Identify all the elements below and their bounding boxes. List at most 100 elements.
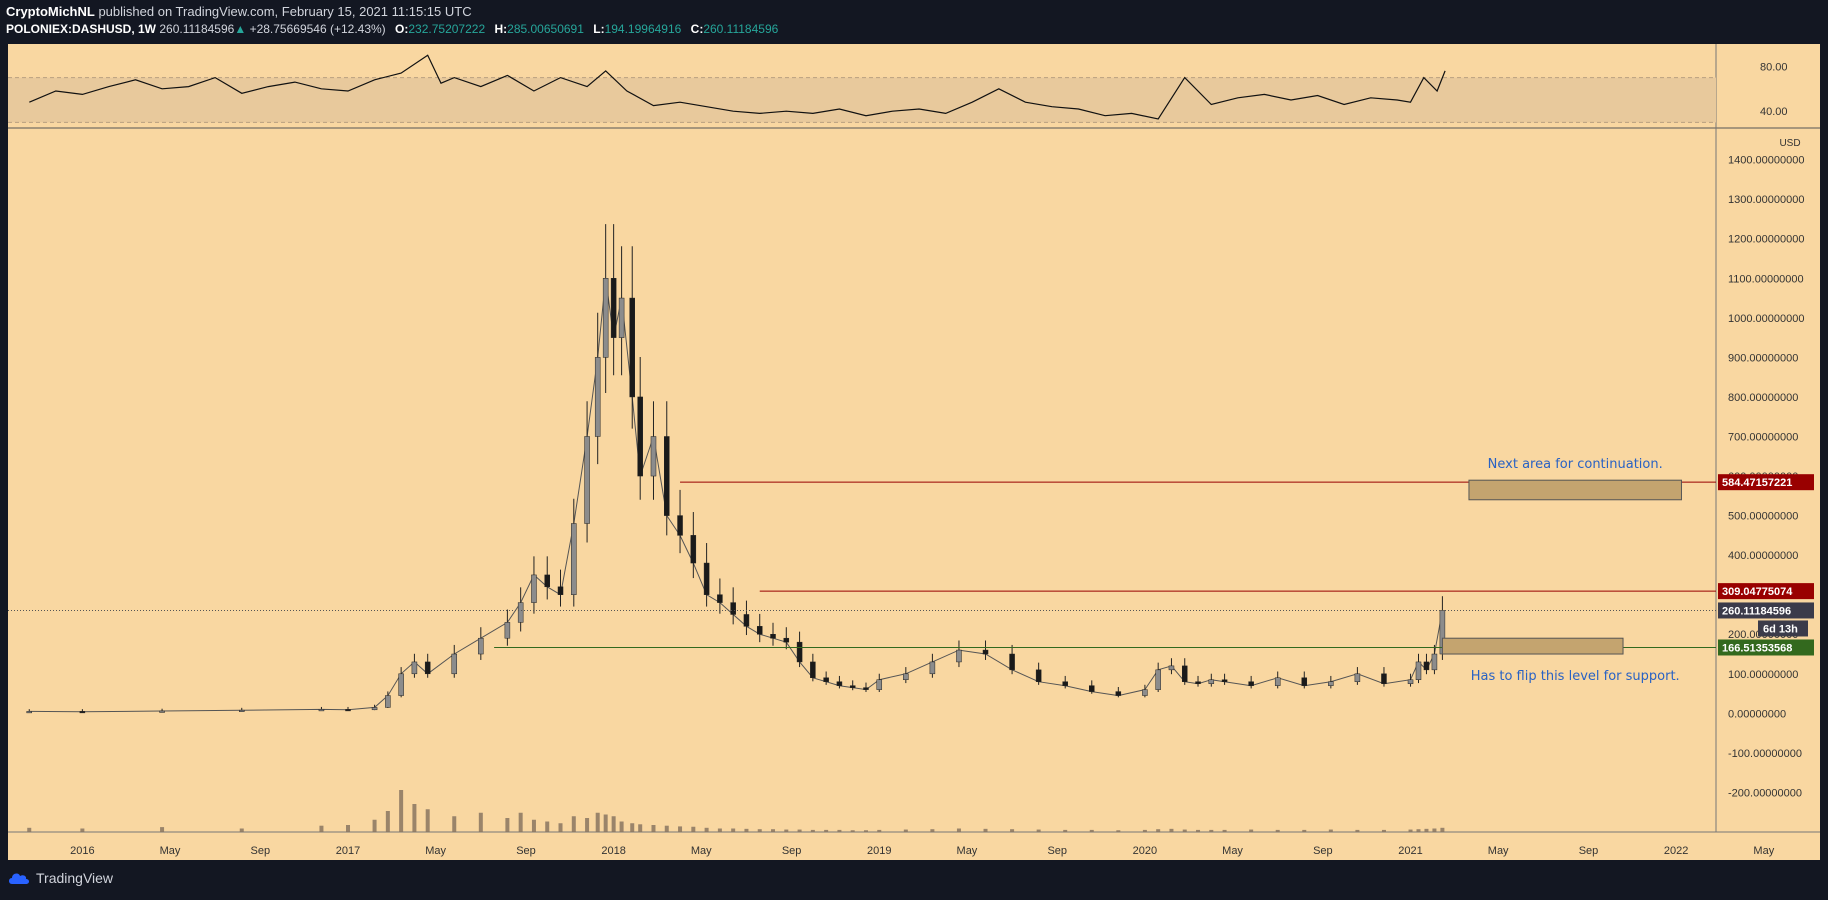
volume-bar: [651, 825, 656, 832]
candle: [1248, 681, 1254, 686]
volume-bar: [691, 826, 696, 832]
price-change: +28.75669546 (+12.43%): [249, 22, 386, 36]
volume-bar: [1196, 829, 1201, 832]
candle: [371, 707, 378, 711]
volume-bar: [452, 816, 457, 832]
time-tick-label: Sep: [1047, 845, 1067, 857]
volume-bar: [1328, 829, 1333, 832]
volume-bar: [1156, 829, 1161, 832]
support-price-label: 166.51353568: [1722, 642, 1792, 654]
published-text: published on TradingView.com, February 1…: [94, 4, 472, 19]
candle: [318, 709, 325, 712]
resistance-high-label-background: [1718, 474, 1814, 491]
candle: [1062, 681, 1068, 686]
rsi-tick-label: 80.00: [1760, 61, 1788, 73]
last-price: 260.11184596: [159, 22, 235, 36]
candle: [517, 602, 524, 623]
candle: [451, 653, 458, 675]
price-tick-label: 700.00000000: [1728, 431, 1798, 443]
candle: [618, 297, 625, 338]
candle: [664, 436, 670, 516]
volume-bar: [603, 814, 608, 832]
rsi-band: [8, 77, 1716, 123]
candle: [1035, 669, 1042, 682]
volume-bar: [678, 826, 683, 832]
volume-bar: [399, 790, 404, 832]
volume-bar: [319, 825, 324, 832]
candle: [1168, 665, 1175, 671]
time-tick-label: 2022: [1664, 845, 1688, 857]
continuation-zone[interactable]: [1468, 479, 1682, 501]
candle: [398, 673, 404, 696]
annotation-continuation[interactable]: Next area for continuation.: [1488, 457, 1663, 472]
open-value: 232.75207222: [408, 22, 486, 36]
author-name[interactable]: CryptoMichNL: [6, 4, 95, 19]
rsi-indicator: 80.00 40.00: [8, 54, 1788, 123]
main-pane-background: [8, 128, 1716, 832]
volume-bar: [160, 827, 165, 832]
candle: [823, 677, 829, 682]
candle: [730, 602, 736, 615]
horizontal-levels[interactable]: Next area for continuation. Has to flip t…: [8, 457, 1716, 684]
volume-bar: [1302, 829, 1307, 832]
candle: [796, 641, 803, 663]
candle: [1431, 653, 1438, 671]
rsi-series-line: [29, 54, 1446, 120]
price-tick-label: 1100.00000000: [1728, 273, 1804, 285]
volume-bar: [877, 829, 882, 832]
volume-bar: [810, 829, 815, 832]
volume-bar: [80, 828, 85, 832]
price-tick-label: 0.00000000: [1728, 708, 1786, 720]
annotation-support-flip[interactable]: Has to flip this level for support.: [1471, 669, 1680, 684]
candle: [903, 673, 909, 680]
volume-bars: [27, 790, 1445, 832]
price-tick-label: 1300.00000000: [1728, 194, 1804, 206]
volume-bar: [1182, 829, 1187, 832]
tradingview-logo[interactable]: TradingView: [8, 870, 113, 886]
support-zone[interactable]: [1441, 637, 1624, 655]
volume-bar: [1222, 829, 1227, 832]
rsi-tick-label: 40.00: [1760, 106, 1788, 118]
time-tick-label: May: [957, 845, 978, 857]
volume-bar: [638, 824, 643, 832]
candle: [1407, 679, 1414, 684]
price-chart[interactable]: 80.00 40.00 Next area for continuation. Ha…: [0, 0, 1828, 860]
volume-bar: [837, 829, 842, 832]
candle: [650, 436, 657, 477]
time-tick-label: May: [1488, 845, 1509, 857]
candle: [1354, 673, 1361, 682]
candle: [637, 396, 643, 477]
candle: [1181, 665, 1188, 682]
last-price-label-background: [1718, 602, 1814, 619]
volume-bar: [478, 812, 483, 832]
candle: [239, 709, 245, 712]
candle: [783, 637, 790, 643]
volume-bar: [239, 828, 244, 832]
volume-bar: [27, 827, 32, 832]
candle: [571, 523, 577, 595]
candle: [557, 586, 564, 595]
candle: [1115, 691, 1122, 696]
time-scale-background[interactable]: [8, 832, 1820, 860]
volume-bar: [545, 821, 550, 832]
volume-bar: [903, 829, 908, 832]
candle: [1221, 679, 1228, 682]
candle: [385, 695, 391, 708]
candle: [531, 574, 537, 603]
resistance-high-label: 584.47157221: [1722, 477, 1792, 489]
volume-bar: [630, 823, 635, 832]
volume-bar: [930, 829, 935, 832]
volume-bar: [1432, 828, 1437, 832]
volume-bar: [1440, 827, 1445, 832]
candle: [677, 515, 683, 536]
volume-bar: [1089, 829, 1094, 832]
volume-bar: [518, 812, 523, 832]
candle: [159, 710, 165, 713]
price-scale-background[interactable]: [1716, 44, 1820, 832]
volume-bar: [1249, 829, 1254, 832]
symbol-label[interactable]: POLONIEX:DASHUSD, 1W: [6, 22, 157, 36]
high-value: 285.00650691: [507, 22, 584, 36]
candle: [1009, 653, 1015, 671]
candle: [982, 649, 989, 655]
volume-bar: [558, 823, 563, 832]
